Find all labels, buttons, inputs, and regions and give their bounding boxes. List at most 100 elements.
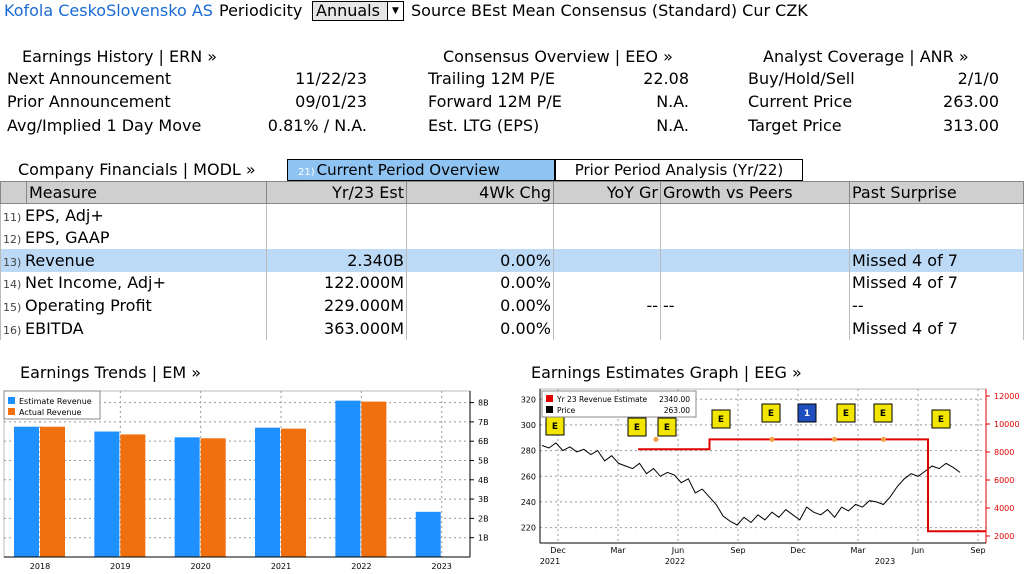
- eh-value-1: 09/01/23: [295, 92, 367, 111]
- legend-box: [541, 390, 697, 418]
- eh-label-1: Prior Announcement: [7, 92, 171, 111]
- x-tick-label: Mar: [850, 546, 866, 555]
- actual-revenue-bar: [361, 401, 387, 557]
- financials-table: Measure Yr/23 Est 4Wk Chg YoY Gr Growth …: [0, 181, 1024, 340]
- legend-swatch: [8, 408, 15, 415]
- y-tick-label: 1B: [478, 534, 489, 543]
- left-tick-label: 220: [521, 524, 536, 533]
- eh-value-2: 0.81% / N.A.: [267, 116, 367, 135]
- col-yoy[interactable]: YoY Gr: [553, 181, 661, 204]
- table-row[interactable]: 14) Net Income, Adj+ 122.000M 0.00% Misse…: [0, 271, 1024, 295]
- col-surprise[interactable]: Past Surprise: [849, 181, 1024, 204]
- earnings-event-icon: [657, 417, 677, 437]
- event-marker-label: E: [768, 409, 774, 419]
- legend-value: 2340.00: [659, 395, 690, 404]
- financials-title[interactable]: Company Financials | MODL »: [18, 160, 256, 179]
- y-tick-label: 5B: [478, 456, 489, 465]
- co-label-2: Est. LTG (EPS): [428, 116, 540, 135]
- row-number: 12): [3, 233, 22, 247]
- col-4wk[interactable]: 4Wk Chg: [406, 181, 554, 204]
- ac-value-0: 2/1/0: [957, 69, 999, 88]
- table-row[interactable]: 12) EPS, GAAP: [0, 226, 1024, 249]
- legend-label: Price: [557, 406, 576, 415]
- consensus-title[interactable]: Consensus Overview | EEO »: [443, 47, 673, 66]
- legend-value: 263.00: [664, 406, 690, 415]
- estimate-revenue-bar: [174, 437, 200, 557]
- legend-swatch: [546, 395, 553, 402]
- tab-current-period[interactable]: 21)Current Period Overview (Yr/23): [287, 159, 555, 202]
- left-tick-label: 300: [521, 421, 536, 430]
- estimates-graph-title[interactable]: Earnings Estimates Graph | EEG »: [531, 363, 802, 382]
- actual-revenue-bar: [120, 434, 146, 557]
- surprise-cell: [849, 226, 1024, 249]
- estimate-revenue-bar: [255, 427, 281, 557]
- measure-cell: 14) Net Income, Adj+: [0, 271, 267, 295]
- table-row[interactable]: 11) EPS, Adj+: [0, 203, 1024, 227]
- estimate-revenue-bar: [14, 426, 39, 557]
- surprise-cell: --: [849, 294, 1024, 317]
- table-row-selected[interactable]: 13) Revenue 2.340B 0.00% Missed 4 of 7: [0, 248, 1024, 272]
- earnings-estimates-chart: 220 240 260 280 300 320 2000 4000 6000 8000 10000 1…: [521, 388, 1019, 566]
- col-measure[interactable]: Measure: [26, 181, 267, 204]
- right-tick-label: 12000: [994, 392, 1019, 401]
- x-tick-label: 2018: [30, 562, 50, 571]
- earnings-trends-title[interactable]: Earnings Trends | EM »: [20, 363, 201, 382]
- peers-cell: [660, 203, 850, 227]
- col-est[interactable]: Yr/23 Est: [266, 181, 407, 204]
- chg-cell: 0.00%: [406, 294, 554, 317]
- col-peers[interactable]: Growth vs Peers: [660, 181, 850, 204]
- y-tick-label: 8B: [478, 399, 489, 408]
- estimate-point: [831, 436, 837, 442]
- chg-cell: [406, 203, 554, 227]
- col-index-header: [0, 181, 27, 204]
- right-tick-label: 4000: [994, 504, 1014, 513]
- x-year-label: 2021: [540, 557, 560, 566]
- revenue-estimate-line: [638, 438, 986, 533]
- estimate-revenue-bar: [94, 431, 120, 557]
- yoy-cell: [553, 203, 661, 227]
- legend-label: Yr 23 Revenue Estimate: [556, 395, 648, 404]
- company-name[interactable]: Kofola CeskoSlovensko AS: [4, 1, 213, 20]
- measure-label: Revenue: [25, 250, 95, 270]
- periodicity-label: Periodicity: [219, 1, 303, 20]
- co-label-0: Trailing 12M P/E: [428, 69, 555, 88]
- tab-prior-label: Prior Period Analysis (Yr/22): [574, 161, 784, 179]
- estimate-revenue-bar: [335, 400, 361, 557]
- chevron-down-icon[interactable]: ▼: [387, 2, 403, 20]
- analyst-title[interactable]: Analyst Coverage | ANR »: [763, 47, 969, 66]
- legend-swatch: [8, 397, 15, 404]
- row-number: 16): [3, 323, 22, 337]
- surprise-cell: [849, 203, 1024, 227]
- actual-revenue-bar: [40, 426, 65, 557]
- y-tick-label: 3B: [478, 495, 489, 504]
- ac-label-0: Buy/Hold/Sell: [748, 69, 855, 88]
- table-row[interactable]: 16) EBITDA 363.000M 0.00% Missed 4 of 7: [0, 316, 1024, 340]
- periodicity-dropdown[interactable]: Annuals ▼: [312, 1, 404, 21]
- earnings-history-title[interactable]: Earnings History | ERN »: [22, 47, 218, 66]
- source-text: Source BEst Mean Consensus (Standard) Cu…: [411, 1, 808, 20]
- est-cell: [266, 203, 407, 227]
- surprise-cell: Missed 4 of 7: [849, 271, 1024, 295]
- estimate-point: [769, 436, 775, 442]
- tab-prior-period[interactable]: Prior Period Analysis (Yr/22): [555, 159, 803, 181]
- measure-cell: 15) Operating Profit: [0, 294, 267, 317]
- x-tick-label: 2023: [432, 562, 452, 571]
- event-marker-label: E: [552, 422, 558, 432]
- measure-cell: 11) EPS, Adj+: [0, 203, 267, 227]
- earnings-event-icon: [931, 409, 951, 429]
- table-row[interactable]: 15) Operating Profit 229.000M 0.00% -- --…: [0, 294, 1024, 317]
- est-cell: [266, 226, 407, 249]
- surprise-cell: Missed 4 of 7: [849, 316, 1024, 340]
- x-tick-label: Jun: [911, 546, 925, 555]
- yoy-cell: [553, 226, 661, 249]
- estimate-point: [653, 436, 659, 442]
- y-tick-label: 2B: [478, 514, 489, 523]
- event-marker-label: E: [718, 415, 724, 425]
- est-cell: 229.000M: [266, 294, 407, 317]
- earnings-event-icon: [836, 403, 856, 423]
- tab-number: 21): [298, 167, 315, 178]
- x-tick-label: Sep: [970, 546, 985, 555]
- chg-cell: 0.00%: [406, 316, 554, 340]
- x-tick-label: 2019: [110, 562, 130, 571]
- table-header-row: Measure Yr/23 Est 4Wk Chg YoY Gr Growth …: [0, 181, 1024, 204]
